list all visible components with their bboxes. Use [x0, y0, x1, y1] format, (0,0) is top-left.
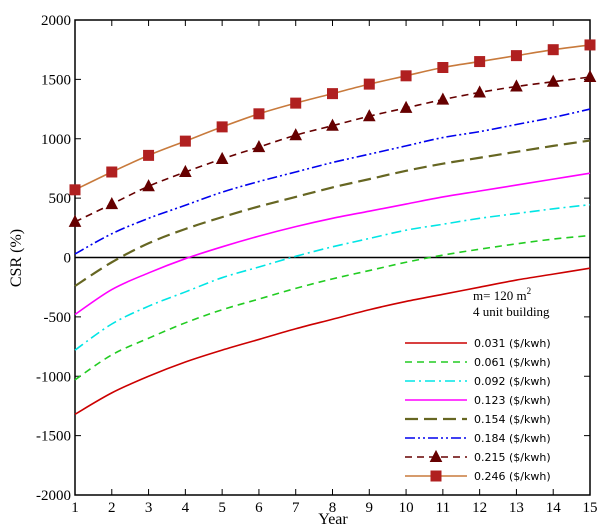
data-point [473, 85, 486, 98]
series-line [74, 172, 591, 316]
x-tick-label: 9 [366, 500, 374, 516]
annotation: m= 120 m2 4 unit building [473, 286, 550, 319]
x-tick-label: 7 [292, 500, 300, 516]
data-point [546, 74, 560, 87]
data-point [216, 121, 228, 133]
x-tick-label: 1 [71, 500, 79, 516]
x-tick-label: 8 [329, 500, 337, 516]
data-point [547, 44, 559, 56]
legend-label: 0.246 ($/kwh) [474, 470, 551, 483]
data-point [326, 118, 339, 131]
series-line [74, 234, 591, 381]
y-tick-label: 1000 [41, 132, 71, 148]
data-point [252, 139, 266, 153]
series-4 [74, 172, 591, 316]
data-point [584, 39, 596, 51]
data-point [215, 151, 229, 164]
y-tick-label: 1500 [41, 72, 71, 88]
data-point [289, 128, 303, 141]
y-tick-label: -2000 [36, 488, 71, 504]
data-point [399, 100, 413, 113]
x-tick-label: 4 [182, 500, 190, 516]
x-tick-label: 13 [509, 500, 524, 516]
data-point [583, 69, 597, 82]
legend-marker [429, 449, 443, 462]
svg-text:m= 120 m2: m= 120 m2 [473, 286, 531, 303]
annotation-line1: m= 120 m [473, 288, 527, 303]
data-point [253, 108, 265, 120]
series-7 [68, 69, 597, 227]
legend-marker [430, 470, 442, 482]
series-3 [74, 203, 591, 351]
legend-label: 0.184 ($/kwh) [474, 432, 551, 445]
data-point [437, 62, 449, 73]
y-tick-label: -1000 [36, 369, 71, 385]
x-tick-label: 12 [472, 500, 487, 516]
series-5 [74, 139, 591, 287]
series-layer [68, 39, 597, 415]
legend-item-3: 0.092 ($/kwh) [405, 375, 551, 388]
data-point [510, 50, 522, 62]
x-tick-label: 2 [108, 500, 116, 516]
legend-label: 0.215 ($/kwh) [474, 451, 551, 464]
data-point [363, 78, 375, 90]
data-point [362, 109, 376, 122]
data-point [68, 214, 82, 227]
series-6 [74, 108, 591, 255]
x-tick-label: 15 [583, 500, 598, 516]
series-8 [69, 39, 596, 196]
legend-item-7: 0.215 ($/kwh) [405, 449, 551, 464]
legend-item-1: 0.031 ($/kwh) [405, 337, 551, 350]
x-tick-label: 11 [436, 500, 450, 516]
legend-label: 0.154 ($/kwh) [474, 413, 551, 426]
series-line [74, 203, 591, 351]
x-tick-label: 5 [218, 500, 226, 516]
y-tick-label: -500 [44, 310, 72, 326]
data-point [179, 135, 191, 147]
y-tick-label: -1500 [36, 429, 71, 445]
legend-label: 0.031 ($/kwh) [474, 337, 551, 350]
data-point [143, 149, 155, 161]
legend-label: 0.123 ($/kwh) [474, 394, 551, 407]
series-1 [74, 267, 591, 415]
legend-label: 0.061 ($/kwh) [474, 356, 551, 369]
x-tick-label: 3 [145, 500, 153, 516]
data-point [69, 184, 81, 196]
axis-ticks: 1 2 3 4 5 6 7 8 9 10 11 12 13 14 15-2000-1500-1000-500… [36, 13, 598, 516]
annotation-line1-sup: 2 [527, 286, 532, 296]
data-point [106, 166, 118, 178]
data-point [179, 164, 192, 177]
legend-item-6: 0.184 ($/kwh) [405, 432, 551, 445]
legend-label: 0.092 ($/kwh) [474, 375, 551, 388]
series-line [74, 139, 591, 287]
data-point [290, 97, 302, 109]
legend-item-8: 0.246 ($/kwh) [405, 470, 551, 483]
x-tick-label: 14 [546, 500, 562, 516]
series-line [74, 267, 591, 415]
legend-item-5: 0.154 ($/kwh) [405, 413, 551, 426]
y-tick-label: 500 [49, 191, 72, 207]
data-point [142, 179, 155, 192]
legend-item-4: 0.123 ($/kwh) [405, 394, 551, 407]
data-point [327, 88, 338, 100]
series-line [74, 108, 591, 255]
y-tick-label: 0 [64, 251, 72, 267]
y-tick-label: 2000 [41, 13, 71, 29]
data-point [436, 92, 450, 105]
series-line [74, 44, 591, 191]
data-point [474, 56, 486, 68]
data-point [510, 79, 523, 92]
y-axis-label: CSR (%) [8, 229, 25, 287]
series-2 [74, 234, 591, 381]
legend-item-2: 0.061 ($/kwh) [405, 356, 551, 369]
x-tick-label: 10 [399, 500, 414, 516]
x-tick-label: 6 [255, 500, 263, 516]
data-point [105, 196, 119, 210]
x-axis-label: Year [318, 511, 348, 528]
annotation-line2: 4 unit building [473, 304, 550, 319]
legend: 0.031 ($/kwh) 0.061 ($/kwh) 0.092 ($/kwh) 0… [405, 337, 551, 483]
data-point [400, 70, 412, 82]
